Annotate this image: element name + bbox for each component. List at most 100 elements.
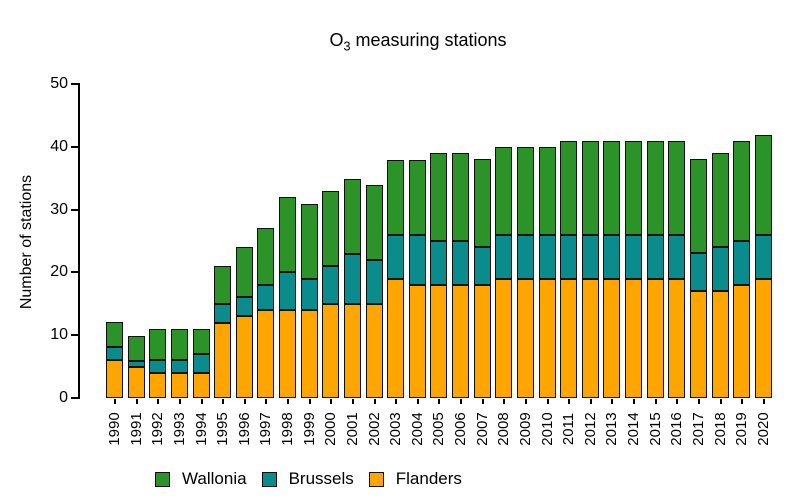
bar-2007 (474, 159, 491, 398)
bar-1998 (279, 197, 296, 398)
x-tick (309, 399, 311, 404)
bar-2011-wallonia-segment (560, 141, 577, 235)
bar-2015-flanders-segment (647, 279, 664, 398)
bar-1995-wallonia-segment (214, 266, 231, 304)
x-tick-label: 2009 (517, 412, 534, 446)
legend-label-flanders: Flanders (395, 469, 462, 488)
bar-1993-brussels-segment (171, 360, 188, 373)
bar-1994-brussels-segment (193, 354, 210, 373)
x-tick-label: 2003 (387, 412, 404, 446)
bar-2013 (603, 141, 620, 398)
title-prefix: O (329, 30, 344, 50)
legend-item-wallonia: Wallonia (155, 469, 247, 489)
bar-2008-brussels-segment (495, 235, 512, 279)
bar-1991-flanders-segment (128, 367, 145, 398)
x-tick-label: 2020 (755, 412, 772, 446)
bar-1992-wallonia-segment (149, 329, 166, 360)
bar-2000-brussels-segment (322, 266, 339, 304)
bar-2001 (344, 179, 361, 398)
y-tick-label: 10 (50, 326, 68, 344)
y-tick (71, 334, 78, 337)
x-tick-label: 1990 (106, 412, 123, 446)
bar-1990-flanders-segment (106, 360, 123, 398)
bar-2019-brussels-segment (733, 241, 750, 285)
bar-2009-wallonia-segment (517, 147, 534, 235)
x-tick (633, 399, 635, 404)
bar-2005-flanders-segment (430, 285, 447, 398)
x-tick (157, 399, 159, 404)
bar-1990 (106, 322, 123, 398)
bar-2003 (387, 160, 404, 398)
bar-1999-flanders-segment (301, 310, 318, 398)
bar-2012-wallonia-segment (582, 141, 599, 235)
bar-2012-flanders-segment (582, 279, 599, 398)
x-tick (222, 399, 224, 404)
chart-title: O3 measuring stations (329, 30, 506, 54)
x-tick-label: 2008 (495, 412, 512, 446)
bar-2006-wallonia-segment (452, 153, 469, 241)
x-tick-label: 2012 (582, 412, 599, 446)
bar-2019-wallonia-segment (733, 141, 750, 241)
y-tick (71, 83, 78, 85)
bar-2013-flanders-segment (603, 279, 620, 398)
bar-2009 (517, 147, 534, 398)
bar-2016-wallonia-segment (668, 141, 685, 235)
bar-1993-wallonia-segment (171, 329, 188, 360)
bar-1995-brussels-segment (214, 304, 231, 323)
bar-2014-flanders-segment (625, 279, 642, 398)
bar-2004-brussels-segment (409, 235, 426, 285)
bar-1996 (236, 247, 253, 398)
x-tick (352, 399, 354, 404)
bar-2018 (712, 153, 729, 398)
x-tick-label: 2011 (560, 412, 577, 446)
bar-1994-flanders-segment (193, 373, 210, 398)
x-tick-label: 1992 (149, 412, 166, 446)
bar-2011 (560, 141, 577, 398)
x-tick-label: 1996 (236, 412, 253, 446)
bar-2002-flanders-segment (366, 304, 383, 398)
bar-2020 (755, 135, 772, 398)
x-tick (547, 399, 549, 404)
bar-2009-flanders-segment (517, 279, 534, 398)
bar-2011-flanders-segment (560, 279, 577, 398)
y-axis-label: Number of stations (18, 174, 35, 310)
bar-1996-wallonia-segment (236, 247, 253, 297)
x-tick (201, 399, 203, 404)
x-tick-label: 2016 (668, 412, 685, 446)
bar-2012 (582, 141, 599, 398)
bar-2005-wallonia-segment (430, 153, 447, 241)
bar-1998-flanders-segment (279, 310, 296, 398)
bar-2019 (733, 141, 750, 398)
bar-2006 (452, 153, 469, 398)
bar-2010-flanders-segment (539, 279, 556, 398)
x-tick (676, 399, 678, 404)
bar-2001-flanders-segment (344, 304, 361, 398)
x-tick (374, 399, 376, 404)
bar-2015-brussels-segment (647, 235, 664, 279)
y-tick (71, 271, 78, 274)
bar-2003-flanders-segment (387, 279, 404, 398)
bar-1999-wallonia-segment (301, 204, 318, 279)
x-tick-label: 2010 (539, 412, 556, 446)
bar-2020-flanders-segment (755, 279, 772, 398)
bar-2011-brussels-segment (560, 235, 577, 279)
bar-2013-brussels-segment (603, 235, 620, 279)
bar-2005-brussels-segment (430, 241, 447, 285)
bar-1992-flanders-segment (149, 373, 166, 398)
x-tick-label: 1999 (301, 412, 318, 446)
bar-2017 (690, 159, 707, 398)
bar-2014-brussels-segment (625, 235, 642, 279)
x-tick-label: 2014 (625, 412, 642, 446)
bar-1991-wallonia-segment (128, 336, 145, 361)
x-tick (611, 399, 613, 404)
bar-1994-wallonia-segment (193, 329, 210, 354)
legend-item-brussels: Brussels (261, 469, 354, 489)
x-tick-label: 2013 (603, 412, 620, 446)
bar-1998-brussels-segment (279, 272, 296, 310)
bar-1997 (257, 228, 274, 398)
bar-2018-brussels-segment (712, 247, 729, 291)
x-tick-label: 2000 (322, 412, 339, 446)
x-tick (179, 399, 181, 404)
bar-2007-wallonia-segment (474, 159, 491, 247)
y-tick-label: 30 (50, 200, 68, 218)
